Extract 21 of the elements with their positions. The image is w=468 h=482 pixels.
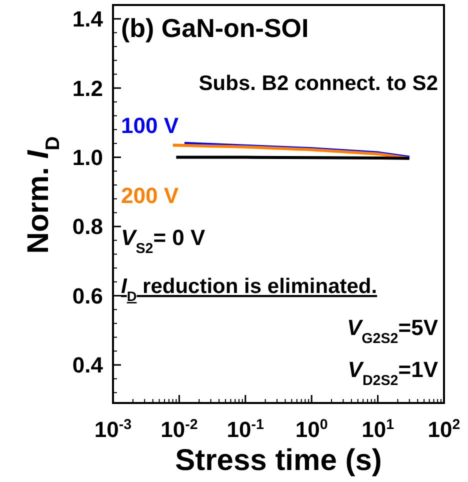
x-tick-label: 10$^{2}$ bbox=[428, 417, 460, 442]
chart-title: (b) GaN-on-SOI bbox=[121, 13, 309, 43]
y-tick-label: 0.6 bbox=[72, 283, 103, 308]
series-label: 100 V bbox=[121, 113, 179, 138]
x-tick-label: 10$^{1}$ bbox=[362, 417, 394, 442]
x-tick-label: 10$^{-2}$ bbox=[160, 417, 198, 442]
x-tick-label: 10$^{-1}$ bbox=[226, 417, 264, 442]
y-tick-label: 0.8 bbox=[72, 214, 103, 240]
x-axis-title: Stress time (s) bbox=[175, 444, 382, 477]
x-tick-label: 10$^{-3}$ bbox=[94, 417, 132, 442]
text: V$_{S2}$= 0 V bbox=[121, 225, 206, 257]
annotation: V$_{G2S2}$=5V bbox=[346, 315, 438, 347]
x-tick-label: 10$^{0}$ bbox=[295, 417, 328, 442]
annotation: V$_{D2S2}$=1V bbox=[348, 357, 438, 389]
y-tick-label: 1.0 bbox=[72, 144, 103, 170]
y-tick-label: 1.2 bbox=[72, 76, 103, 101]
y-tick-label: 0.4 bbox=[72, 352, 104, 378]
y-tick-label: 1.4 bbox=[72, 6, 104, 32]
annotation: I$_{D}$ reduction is eliminated. bbox=[121, 275, 378, 304]
annotation: Subs. B2 connect. to S2 bbox=[198, 72, 438, 95]
series-label: 200 V bbox=[121, 183, 179, 208]
